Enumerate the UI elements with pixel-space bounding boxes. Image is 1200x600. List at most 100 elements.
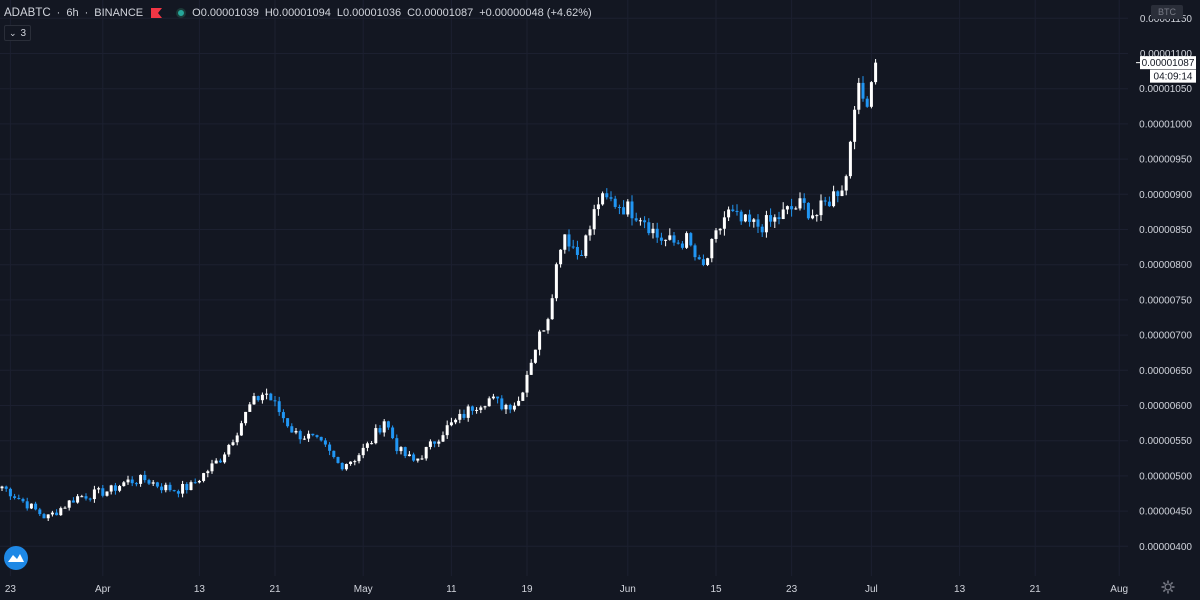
- candle: [462, 409, 466, 420]
- gear-icon[interactable]: [1161, 580, 1175, 594]
- candle: [227, 443, 231, 457]
- y-tick-label: 0.00001050: [1139, 84, 1192, 95]
- candle-body: [466, 406, 470, 418]
- candle-body: [189, 482, 193, 491]
- candle-body: [634, 218, 638, 221]
- candle: [680, 240, 684, 250]
- candle: [139, 474, 143, 487]
- candle-body: [286, 418, 290, 427]
- candle-body: [46, 514, 50, 519]
- candle: [189, 480, 193, 491]
- candle-body: [819, 200, 823, 216]
- candle-body: [441, 435, 445, 442]
- candle: [449, 417, 453, 427]
- candle-body: [575, 246, 579, 255]
- candle-body: [689, 233, 693, 246]
- candle-body: [38, 509, 42, 515]
- x-tick-label: 21: [1030, 584, 1042, 595]
- candle: [382, 419, 386, 437]
- candle: [290, 423, 294, 433]
- candle-body: [344, 464, 348, 470]
- candle: [613, 195, 617, 209]
- candle: [21, 497, 25, 503]
- interval-label[interactable]: 6h: [66, 7, 79, 19]
- candle-body: [655, 228, 659, 238]
- candle: [487, 396, 491, 407]
- candle-body: [256, 396, 260, 401]
- candle: [323, 438, 327, 447]
- candle: [80, 494, 84, 498]
- candle: [584, 234, 588, 259]
- candle: [302, 435, 306, 440]
- candle: [664, 239, 668, 247]
- candle-body: [714, 230, 718, 239]
- candle-body: [67, 500, 71, 508]
- candle-body: [311, 433, 315, 436]
- candle-body: [281, 412, 285, 419]
- tradingview-logo-icon[interactable]: [4, 546, 28, 570]
- candle-body: [769, 215, 773, 222]
- candle: [239, 420, 243, 436]
- currency-badge[interactable]: BTC: [1151, 5, 1183, 19]
- symbol-name[interactable]: ADABTC: [4, 7, 51, 19]
- candle-body: [101, 488, 105, 496]
- candle-body: [29, 503, 33, 509]
- candle: [441, 431, 445, 442]
- candle-body: [643, 220, 647, 223]
- candle-body: [298, 431, 302, 440]
- candle-body: [118, 486, 122, 491]
- candle: [718, 228, 722, 235]
- candle-body: [8, 488, 12, 497]
- candle: [50, 510, 54, 517]
- y-tick-label: 0.00000900: [1139, 190, 1192, 201]
- candle-body: [323, 440, 327, 445]
- candle-body: [798, 198, 802, 209]
- candle: [25, 497, 29, 511]
- candle-body: [277, 401, 281, 413]
- candle-body: [206, 471, 210, 474]
- candle-body: [609, 197, 613, 199]
- flag-icon[interactable]: [151, 8, 163, 18]
- candle: [752, 217, 756, 228]
- candle-body: [748, 214, 752, 222]
- candle-body: [659, 237, 663, 241]
- candle-body: [391, 427, 395, 439]
- candle: [554, 262, 558, 302]
- candle-body: [701, 259, 705, 265]
- y-tick-label: 0.00000950: [1139, 155, 1192, 166]
- candle: [815, 214, 819, 222]
- candle-body: [407, 454, 411, 457]
- candle: [118, 484, 122, 493]
- candle-body: [332, 450, 336, 458]
- indicators-collapse-button[interactable]: ⌄ 3: [4, 25, 32, 41]
- candle-body: [790, 206, 794, 210]
- candle-body: [437, 441, 441, 444]
- candle-body: [357, 455, 361, 462]
- candle-body: [613, 198, 617, 207]
- candle: [29, 503, 33, 510]
- candle-body: [374, 428, 378, 444]
- candle: [630, 195, 634, 226]
- candle: [470, 405, 474, 415]
- candle: [848, 140, 852, 179]
- candle: [840, 185, 844, 197]
- candle: [689, 232, 693, 247]
- candle-body: [554, 264, 558, 299]
- y-tick-label: 0.00000750: [1139, 295, 1192, 306]
- candle-body: [307, 433, 311, 439]
- candle-body: [248, 404, 252, 412]
- candle: [42, 512, 46, 519]
- candle: [176, 489, 180, 498]
- candle-body: [403, 447, 407, 457]
- candle-body: [722, 217, 726, 229]
- candle: [588, 225, 592, 241]
- candle-body: [449, 422, 453, 426]
- candle-body: [210, 463, 214, 472]
- candle-body: [42, 514, 46, 519]
- candle-body: [458, 413, 462, 420]
- candle-body: [71, 500, 75, 503]
- x-tick-label: 23: [5, 584, 17, 595]
- candle: [827, 196, 831, 207]
- candle: [399, 446, 403, 455]
